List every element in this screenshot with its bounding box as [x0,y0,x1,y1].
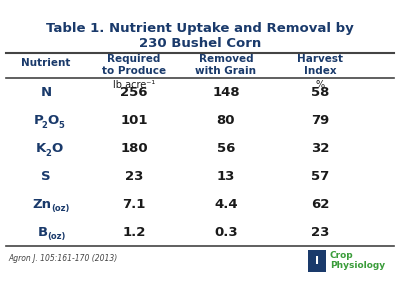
Text: O: O [47,113,58,127]
Text: S: S [41,169,51,182]
Text: lb acre⁻¹: lb acre⁻¹ [113,80,155,90]
Text: B: B [38,226,48,238]
Text: (oz): (oz) [47,232,65,241]
Text: 2: 2 [41,121,47,130]
Text: 80: 80 [217,113,235,127]
Text: (oz): (oz) [51,203,69,212]
Text: 7.1: 7.1 [122,197,146,211]
Text: 62: 62 [311,197,329,211]
Text: 101: 101 [120,113,148,127]
Text: Required
to Produce: Required to Produce [102,54,166,76]
Text: 180: 180 [120,142,148,154]
Text: 0.3: 0.3 [214,226,238,238]
Text: P: P [34,113,44,127]
Text: 4.4: 4.4 [214,197,238,211]
Text: 13: 13 [217,169,235,182]
Text: Nutrient: Nutrient [21,58,71,68]
Bar [308,250,326,272]
Text: 148: 148 [212,85,240,98]
Text: Zn: Zn [32,197,51,211]
Text: 58: 58 [311,85,329,98]
Text: Table 1. Nutrient Uptake and Removal by: Table 1. Nutrient Uptake and Removal by [46,22,354,35]
Text: 5: 5 [58,121,64,130]
Text: 230 Bushel Corn: 230 Bushel Corn [139,37,261,50]
Text: 23: 23 [311,226,329,238]
Text: Removed
with Grain: Removed with Grain [196,54,256,76]
Text: 23: 23 [125,169,143,182]
Text: 32: 32 [311,142,329,154]
Text: 56: 56 [217,142,235,154]
Text: 256: 256 [120,85,148,98]
Text: 1.2: 1.2 [122,226,146,238]
Text: Crop: Crop [330,251,354,260]
Text: Harvest
Index: Harvest Index [297,54,343,76]
Text: %: % [316,80,324,90]
Text: I: I [315,256,319,266]
Text: N: N [40,85,52,98]
Text: K: K [36,142,46,154]
Text: 2: 2 [45,148,51,158]
Text: Physiology: Physiology [330,262,385,271]
Text: 57: 57 [311,169,329,182]
Text: 79: 79 [311,113,329,127]
Text: Agron J. 105:161-170 (2013): Agron J. 105:161-170 (2013) [8,254,117,263]
Text: O: O [51,142,62,154]
